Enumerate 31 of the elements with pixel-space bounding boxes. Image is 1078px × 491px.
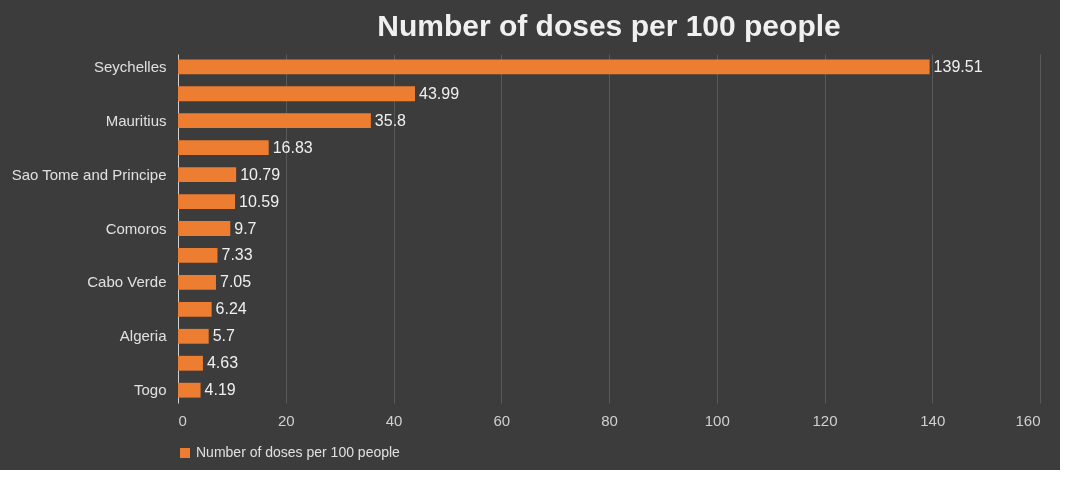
y-tick-label: Seychelles — [93, 57, 167, 75]
data-label: 35.8 — [374, 111, 407, 129]
x-tick-label: 80 — [601, 411, 618, 429]
data-label: 43.99 — [419, 84, 460, 102]
data-label: 5.7 — [212, 327, 236, 345]
x-tick-label: 40 — [385, 411, 403, 429]
x-tick-label: 160 — [1015, 411, 1041, 429]
y-tick-label: Cabo Verde — [87, 273, 167, 291]
y-tick-label: Mauritius — [105, 111, 167, 129]
data-label: 4.19 — [204, 381, 236, 399]
y-tick-label: Togo — [133, 381, 167, 399]
data-label: 4.63 — [206, 354, 239, 372]
data-label: 9.7 — [234, 219, 257, 237]
data-label: 139.51 — [933, 57, 983, 75]
data-label: 6.24 — [215, 300, 247, 318]
data-label: 7.33 — [221, 246, 253, 264]
legend-label: Number of doses per 100 people — [196, 444, 401, 460]
y-tick-label: Sao Tome and Principe — [11, 165, 167, 183]
x-tick-label: 120 — [812, 411, 838, 429]
x-tick-label: 0 — [178, 411, 187, 429]
data-label: 10.59 — [239, 192, 280, 210]
x-tick-label: 100 — [704, 411, 730, 429]
y-tick-label: Comoros — [105, 219, 167, 237]
data-label: 16.83 — [272, 138, 313, 156]
data-label: 7.05 — [219, 273, 252, 291]
x-tick-label: 60 — [493, 411, 511, 429]
chart-title: Number of doses per 100 people — [377, 9, 841, 42]
data-label: 10.79 — [240, 165, 281, 183]
x-tick-label: 20 — [277, 411, 295, 429]
y-tick-label: Algeria — [119, 327, 168, 345]
x-tick-label: 140 — [920, 411, 946, 429]
